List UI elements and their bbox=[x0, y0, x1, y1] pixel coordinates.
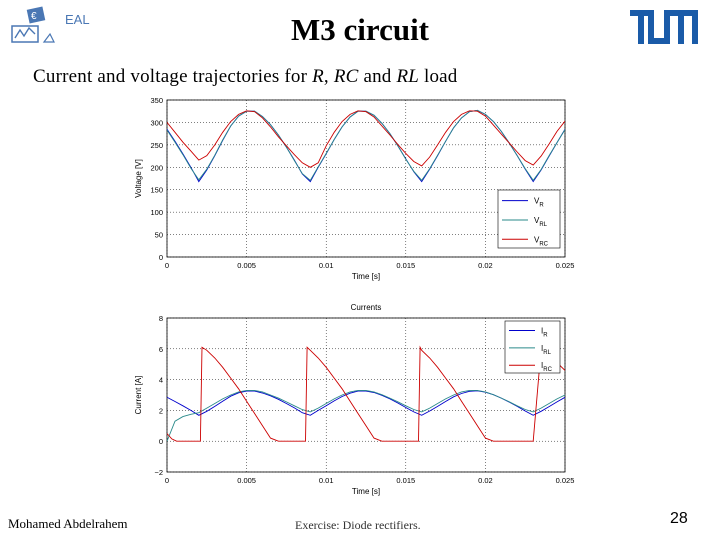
x-tick-label: 0.025 bbox=[556, 261, 575, 270]
y-axis-label: Voltage [V] bbox=[134, 159, 143, 198]
voltage-chart: 0 0.005 0.01 0.015 0.02 0.025 0 50 100 150 200 250 3… bbox=[134, 96, 574, 281]
legend-box bbox=[504, 320, 561, 374]
y-axis-label: Current [A] bbox=[134, 376, 143, 415]
y-tick-label: −2 bbox=[154, 468, 163, 477]
legend-label: IRL bbox=[541, 344, 552, 356]
legend-label: VR bbox=[534, 197, 544, 209]
x-tick-label: 0.005 bbox=[237, 476, 256, 485]
x-tick-label: 0.02 bbox=[478, 476, 493, 485]
slide-title: M3 circuit bbox=[290, 12, 430, 47]
heading-r: R bbox=[312, 66, 324, 87]
tum-logo bbox=[630, 10, 698, 44]
heading-rc: RC bbox=[333, 66, 359, 87]
chart-title: Currents bbox=[351, 303, 382, 312]
y-tick-label: 100 bbox=[150, 208, 163, 217]
series-line-VRC bbox=[167, 110, 565, 168]
legend-label: IRC bbox=[541, 361, 553, 373]
page-number: 28 bbox=[670, 510, 688, 527]
footer-topic: Exercise: Diode rectifiers. bbox=[295, 518, 421, 532]
footer-author: Mohamed Abdelrahem bbox=[8, 516, 128, 531]
y-tick-label: 300 bbox=[150, 118, 163, 127]
y-tick-label: 200 bbox=[150, 163, 163, 172]
series-line-IRC bbox=[167, 345, 565, 442]
series-line-IRL bbox=[167, 389, 565, 442]
heading-rl: RL bbox=[396, 66, 420, 87]
x-axis-label: Time [s] bbox=[352, 272, 380, 281]
svg-text:€: € bbox=[31, 11, 37, 22]
x-axis-label: Time [s] bbox=[352, 487, 380, 496]
y-tick-label: 8 bbox=[159, 314, 163, 323]
x-tick-label: 0 bbox=[165, 476, 169, 485]
x-tick-label: 0.015 bbox=[396, 476, 415, 485]
x-tick-label: 0.015 bbox=[396, 261, 415, 270]
legend-label: IR bbox=[541, 327, 548, 339]
y-tick-label: 6 bbox=[159, 345, 163, 354]
y-tick-label: 250 bbox=[150, 141, 163, 150]
eal-logo-icon: € bbox=[11, 6, 55, 43]
y-tick-label: 0 bbox=[159, 437, 163, 446]
y-tick-label: 0 bbox=[159, 253, 163, 262]
x-tick-label: 0.025 bbox=[556, 476, 575, 485]
legend-box bbox=[497, 189, 561, 249]
x-tick-label: 0.005 bbox=[237, 261, 256, 270]
slide-heading: Current and voltage trajectories for R, … bbox=[33, 66, 458, 88]
y-tick-label: 50 bbox=[155, 231, 163, 240]
heading-comma: , bbox=[323, 66, 334, 87]
series-line-VRL bbox=[167, 109, 565, 182]
y-tick-label: 2 bbox=[159, 406, 163, 415]
heading-text-pre: Current and voltage trajectories for bbox=[33, 66, 313, 87]
x-tick-label: 0.01 bbox=[319, 476, 334, 485]
eal-logo-text: EAL bbox=[65, 12, 90, 27]
y-tick-label: 4 bbox=[159, 376, 163, 385]
heading-text-post: load bbox=[419, 66, 458, 87]
x-tick-label: 0 bbox=[165, 261, 169, 270]
y-tick-label: 150 bbox=[150, 186, 163, 195]
heading-and: and bbox=[358, 66, 397, 87]
x-tick-label: 0.01 bbox=[319, 261, 334, 270]
y-tick-label: 350 bbox=[150, 96, 163, 105]
eal-logo: € EAL bbox=[10, 4, 110, 52]
x-tick-label: 0.02 bbox=[478, 261, 493, 270]
